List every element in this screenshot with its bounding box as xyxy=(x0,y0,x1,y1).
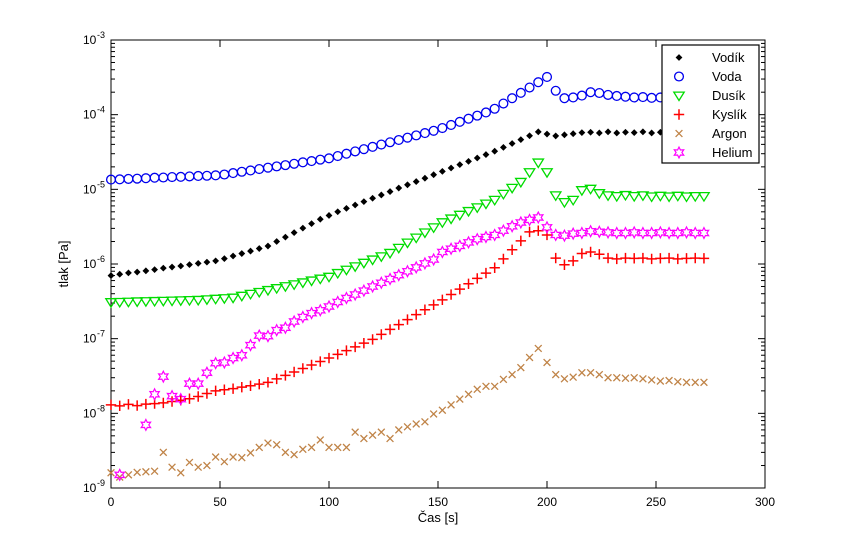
legend-label-voda: Voda xyxy=(712,69,742,84)
y-tick-label-exponent: -9 xyxy=(97,478,105,488)
legend-marker-helium-icon xyxy=(673,145,685,160)
y-tick-label-base: 10 xyxy=(83,257,97,271)
legend-marker-dusik-icon xyxy=(672,91,686,102)
legend-label-vodik: Vodík xyxy=(712,50,745,65)
legend-marker-argon-icon xyxy=(675,129,683,138)
legend-entry-kyslik: Kyslík xyxy=(673,107,747,122)
axis-labels: 0 50 100 150 200 250 30010-910-810-710-610-510… xyxy=(56,30,775,525)
x-tick-label: 100 xyxy=(319,495,339,509)
y-tick-label-base: 10 xyxy=(83,33,97,47)
y-tick-label-exponent: -4 xyxy=(97,105,105,115)
legend-entry-helium: Helium xyxy=(673,145,752,160)
y-tick-label-exponent: -7 xyxy=(97,329,105,339)
x-tick-label: 0 xyxy=(108,495,115,509)
x-tick-label: 200 xyxy=(537,495,557,509)
series-argon xyxy=(107,344,708,481)
x-tick-label: 250 xyxy=(646,495,666,509)
legend-entry-argon: Argon xyxy=(675,126,747,141)
x-tick-label: 50 xyxy=(213,495,227,509)
legend-label-argon: Argon xyxy=(712,126,747,141)
y-axis-title: tlak [Pa] xyxy=(56,241,71,288)
x-axis-title: Čas [s] xyxy=(418,510,458,525)
legend-label-helium: Helium xyxy=(712,145,752,160)
axis-ticks xyxy=(110,39,766,489)
legend-label-dusik: Dusík xyxy=(712,88,746,103)
legend-marker-kyslik-icon xyxy=(673,109,685,120)
series-kyslik xyxy=(105,225,710,412)
legend: Vodík Voda Dusík Kyslík Argon Helium xyxy=(661,44,760,164)
legend-entry-dusik: Dusík xyxy=(672,88,746,103)
y-tick-label-exponent: -5 xyxy=(97,179,105,189)
y-tick-label-base: 10 xyxy=(83,108,97,122)
x-tick-label: 150 xyxy=(428,495,448,509)
legend-entry-vodik: Vodík xyxy=(675,50,745,65)
legend-marker-voda-icon xyxy=(673,71,685,82)
legend-label-kyslik: Kyslík xyxy=(712,107,747,122)
y-tick-label-base: 10 xyxy=(83,481,97,495)
legend-marker-vodik-icon xyxy=(675,54,683,61)
y-tick-label-exponent: -6 xyxy=(97,254,105,264)
y-tick-label-base: 10 xyxy=(83,182,97,196)
y-tick-label-exponent: -3 xyxy=(97,30,105,40)
plot-box xyxy=(110,39,766,489)
y-tick-label-base: 10 xyxy=(83,332,97,346)
series-dusik xyxy=(104,158,711,309)
y-tick-label-base: 10 xyxy=(83,406,97,420)
x-tick-label: 300 xyxy=(755,495,775,509)
legend-box xyxy=(661,44,760,164)
legend-entry-voda: Voda xyxy=(673,69,742,84)
series-helium xyxy=(113,210,710,482)
y-tick-label-exponent: -8 xyxy=(97,403,105,413)
